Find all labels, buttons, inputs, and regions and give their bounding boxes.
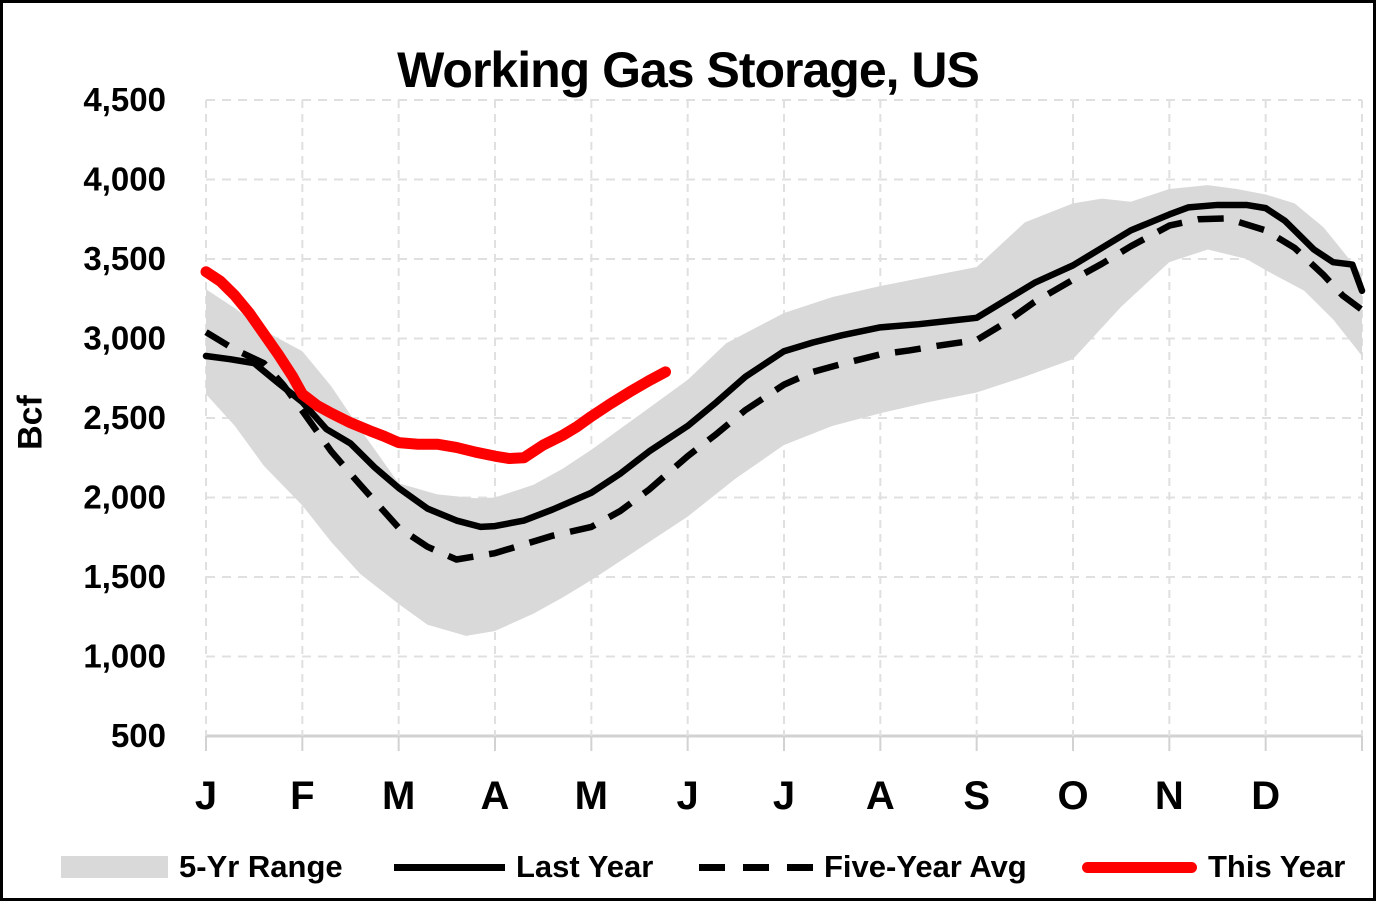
y-axis-title: Bcf — [11, 395, 50, 450]
x-tick-label: F — [290, 774, 314, 818]
series-this-year — [200, 266, 672, 465]
legend-item-this-year: This Year — [1082, 849, 1346, 884]
legend-item-5yr-range: 5-Yr Range — [61, 849, 343, 884]
y-tick-label: 500 — [111, 717, 166, 754]
y-tick-label: 2,000 — [83, 479, 166, 516]
series-five-year-avg — [204, 215, 1364, 563]
x-tick-label: A — [481, 774, 510, 818]
red-line-swatch-icon — [1082, 861, 1197, 873]
x-tick-label: J — [677, 774, 699, 818]
y-tick-label: 2,500 — [83, 399, 166, 436]
range-band-swatch-icon — [61, 856, 168, 878]
legend-label: This Year — [1208, 849, 1346, 884]
x-tick-label: J — [773, 774, 795, 818]
x-tick-label: A — [866, 774, 895, 818]
x-tick-label: M — [575, 774, 608, 818]
x-tick-label: S — [963, 774, 990, 818]
x-tick-label: J — [195, 774, 217, 818]
series-last-year — [202, 201, 1366, 531]
y-tick-label: 1,000 — [83, 638, 166, 675]
x-tick-label: N — [1155, 774, 1184, 818]
legend-label: Last Year — [516, 849, 654, 884]
y-tick-label: 4,000 — [83, 161, 166, 198]
plot-area: 4,500 4,000 3,500 3,000 2,500 2,000 1,500 1,000… — [83, 81, 1366, 818]
y-tick-label: 3,000 — [83, 320, 166, 357]
x-tick-label: O — [1057, 774, 1088, 818]
legend-item-five-year-avg: Five-Year Avg — [699, 849, 1027, 884]
x-tick-label: M — [382, 774, 415, 818]
y-tick-label: 4,500 — [83, 81, 166, 118]
legend-label: Five-Year Avg — [824, 849, 1027, 884]
chart-title: Working Gas Storage, US — [397, 42, 980, 98]
legend-label: 5-Yr Range — [179, 849, 343, 884]
y-tick-label: 3,500 — [83, 240, 166, 277]
dashed-line-swatch-icon — [699, 863, 813, 871]
y-tick-label: 1,500 — [83, 558, 166, 595]
solid-line-swatch-icon — [394, 863, 505, 871]
legend-item-last-year: Last Year — [394, 849, 654, 884]
x-tick-label: D — [1251, 774, 1280, 818]
